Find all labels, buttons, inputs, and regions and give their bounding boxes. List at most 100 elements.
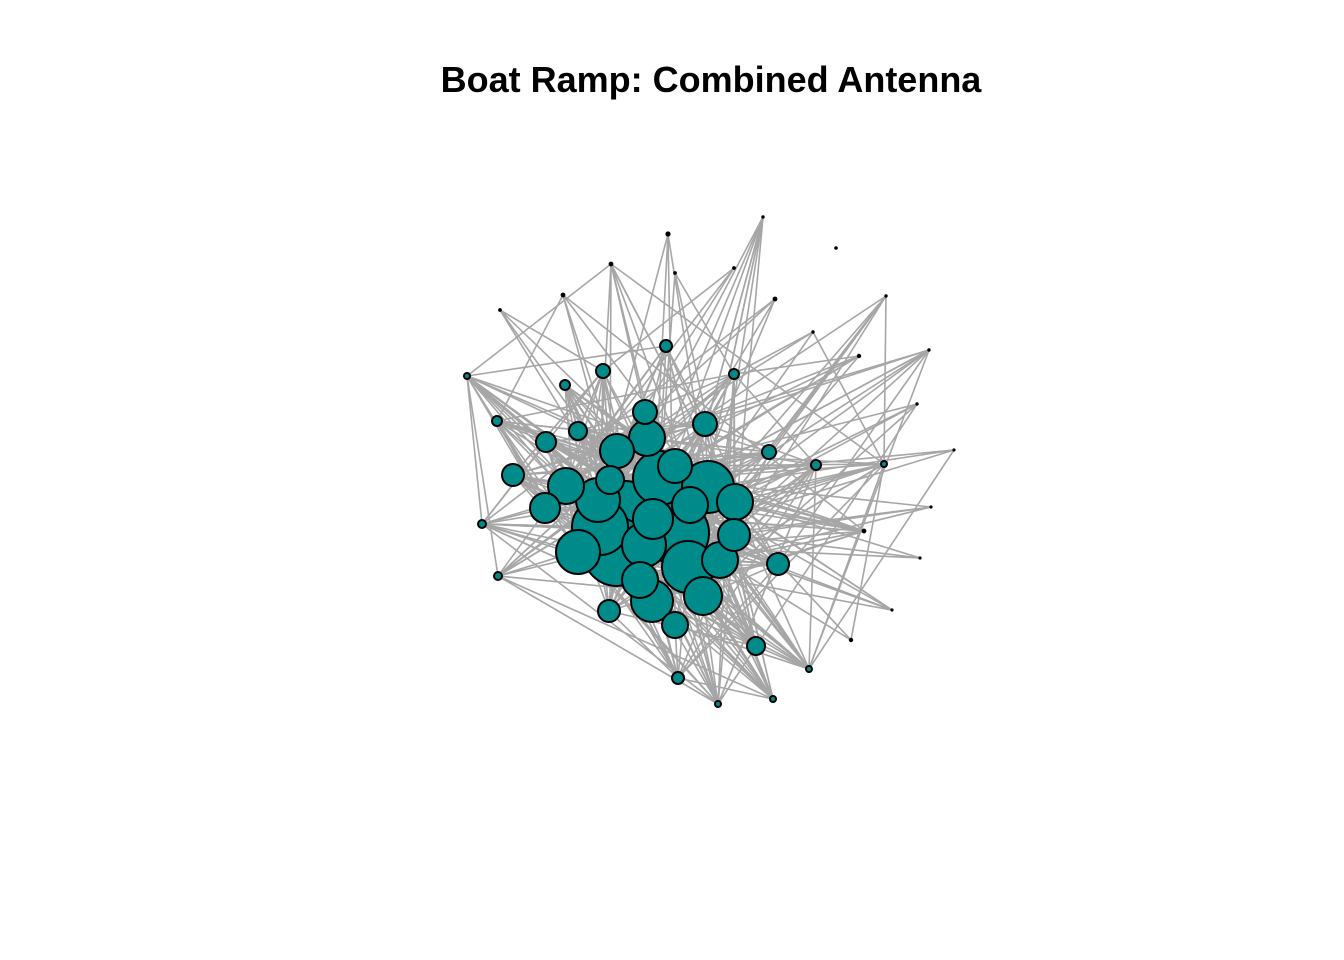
network-node bbox=[856, 353, 862, 359]
network-edge bbox=[674, 403, 918, 467]
network-edge bbox=[733, 534, 921, 559]
network-edge bbox=[702, 216, 764, 597]
network-node bbox=[732, 266, 736, 270]
network-node bbox=[746, 636, 766, 656]
network-edge bbox=[808, 464, 817, 670]
network-node bbox=[880, 460, 888, 468]
network-edge bbox=[665, 345, 779, 565]
network-node bbox=[568, 421, 588, 441]
network-node bbox=[810, 459, 822, 471]
network-node bbox=[890, 608, 894, 612]
network-node bbox=[673, 271, 677, 275]
network-edge bbox=[544, 298, 776, 509]
network-edge bbox=[812, 331, 885, 465]
network-node bbox=[498, 308, 502, 312]
network-node bbox=[766, 552, 790, 576]
network-edge bbox=[466, 375, 499, 577]
network-edge bbox=[466, 375, 483, 525]
network-node bbox=[535, 431, 557, 453]
network-edge bbox=[719, 559, 774, 700]
network-node bbox=[665, 231, 671, 237]
network-edge bbox=[497, 575, 774, 700]
network-node bbox=[834, 246, 838, 250]
network-node bbox=[671, 486, 709, 524]
network-edge bbox=[733, 506, 932, 536]
network-edge bbox=[850, 463, 885, 641]
network-edge bbox=[616, 349, 930, 452]
network-edge bbox=[496, 373, 735, 422]
network-edge bbox=[602, 267, 735, 372]
network-edge bbox=[565, 267, 735, 487]
network-node bbox=[547, 467, 585, 505]
network-node bbox=[501, 463, 525, 487]
node-layer bbox=[463, 215, 956, 708]
network-edge bbox=[646, 437, 770, 453]
network-edge bbox=[733, 331, 814, 375]
network-edge bbox=[597, 263, 612, 501]
network-edge bbox=[777, 349, 930, 565]
network-node bbox=[493, 571, 503, 581]
network-node bbox=[805, 665, 813, 673]
network-node bbox=[659, 339, 673, 353]
network-node bbox=[761, 444, 777, 460]
network-node bbox=[608, 261, 614, 267]
network-node bbox=[728, 368, 740, 380]
network-edge bbox=[674, 298, 776, 467]
network-node bbox=[811, 330, 815, 334]
network-edge bbox=[808, 449, 955, 670]
network-node bbox=[595, 465, 625, 495]
network-node bbox=[683, 576, 723, 616]
network-node bbox=[717, 518, 751, 552]
network-edge bbox=[481, 298, 776, 525]
network-node bbox=[661, 611, 689, 639]
network-node bbox=[671, 671, 685, 685]
network-node bbox=[529, 492, 561, 524]
network-edge bbox=[466, 375, 579, 553]
network-node bbox=[555, 529, 601, 575]
network-node bbox=[714, 700, 722, 708]
network-edge bbox=[702, 403, 918, 597]
network-edge bbox=[674, 272, 757, 647]
network-edge bbox=[883, 295, 887, 465]
plot-title: Boat Ramp: Combined Antenna bbox=[440, 59, 982, 100]
network-edge bbox=[608, 610, 679, 679]
network-node bbox=[632, 399, 658, 425]
network-node bbox=[692, 411, 718, 437]
network-node bbox=[861, 528, 867, 534]
network-edge bbox=[733, 355, 860, 375]
network-node bbox=[595, 363, 611, 379]
network-edge bbox=[674, 355, 860, 467]
network-node bbox=[929, 505, 933, 509]
network-edge bbox=[677, 677, 774, 700]
network-node bbox=[597, 599, 621, 623]
network-edge bbox=[674, 624, 810, 670]
network-node bbox=[927, 348, 931, 352]
network-edge bbox=[499, 309, 604, 372]
network-edge bbox=[719, 559, 810, 670]
network-edge bbox=[702, 595, 810, 670]
network-edge bbox=[734, 355, 860, 503]
network-node bbox=[560, 292, 566, 298]
network-edge bbox=[466, 263, 612, 377]
network-node bbox=[463, 372, 471, 380]
network-node bbox=[918, 556, 922, 560]
network-node bbox=[716, 483, 754, 521]
network-node bbox=[761, 215, 765, 219]
network-node bbox=[621, 561, 659, 599]
network-node bbox=[772, 296, 778, 302]
network-node bbox=[657, 448, 693, 484]
network-edge bbox=[707, 449, 955, 488]
network-node bbox=[477, 519, 487, 529]
network-node bbox=[884, 294, 888, 298]
network-node bbox=[952, 448, 956, 452]
network-node bbox=[559, 379, 571, 391]
network-node bbox=[491, 415, 503, 427]
network-node bbox=[599, 433, 635, 469]
network-node bbox=[848, 637, 854, 643]
network-edge bbox=[702, 595, 774, 700]
network-node bbox=[769, 695, 777, 703]
network-node bbox=[915, 402, 919, 406]
network-node bbox=[632, 498, 674, 540]
network-edge bbox=[512, 349, 930, 476]
